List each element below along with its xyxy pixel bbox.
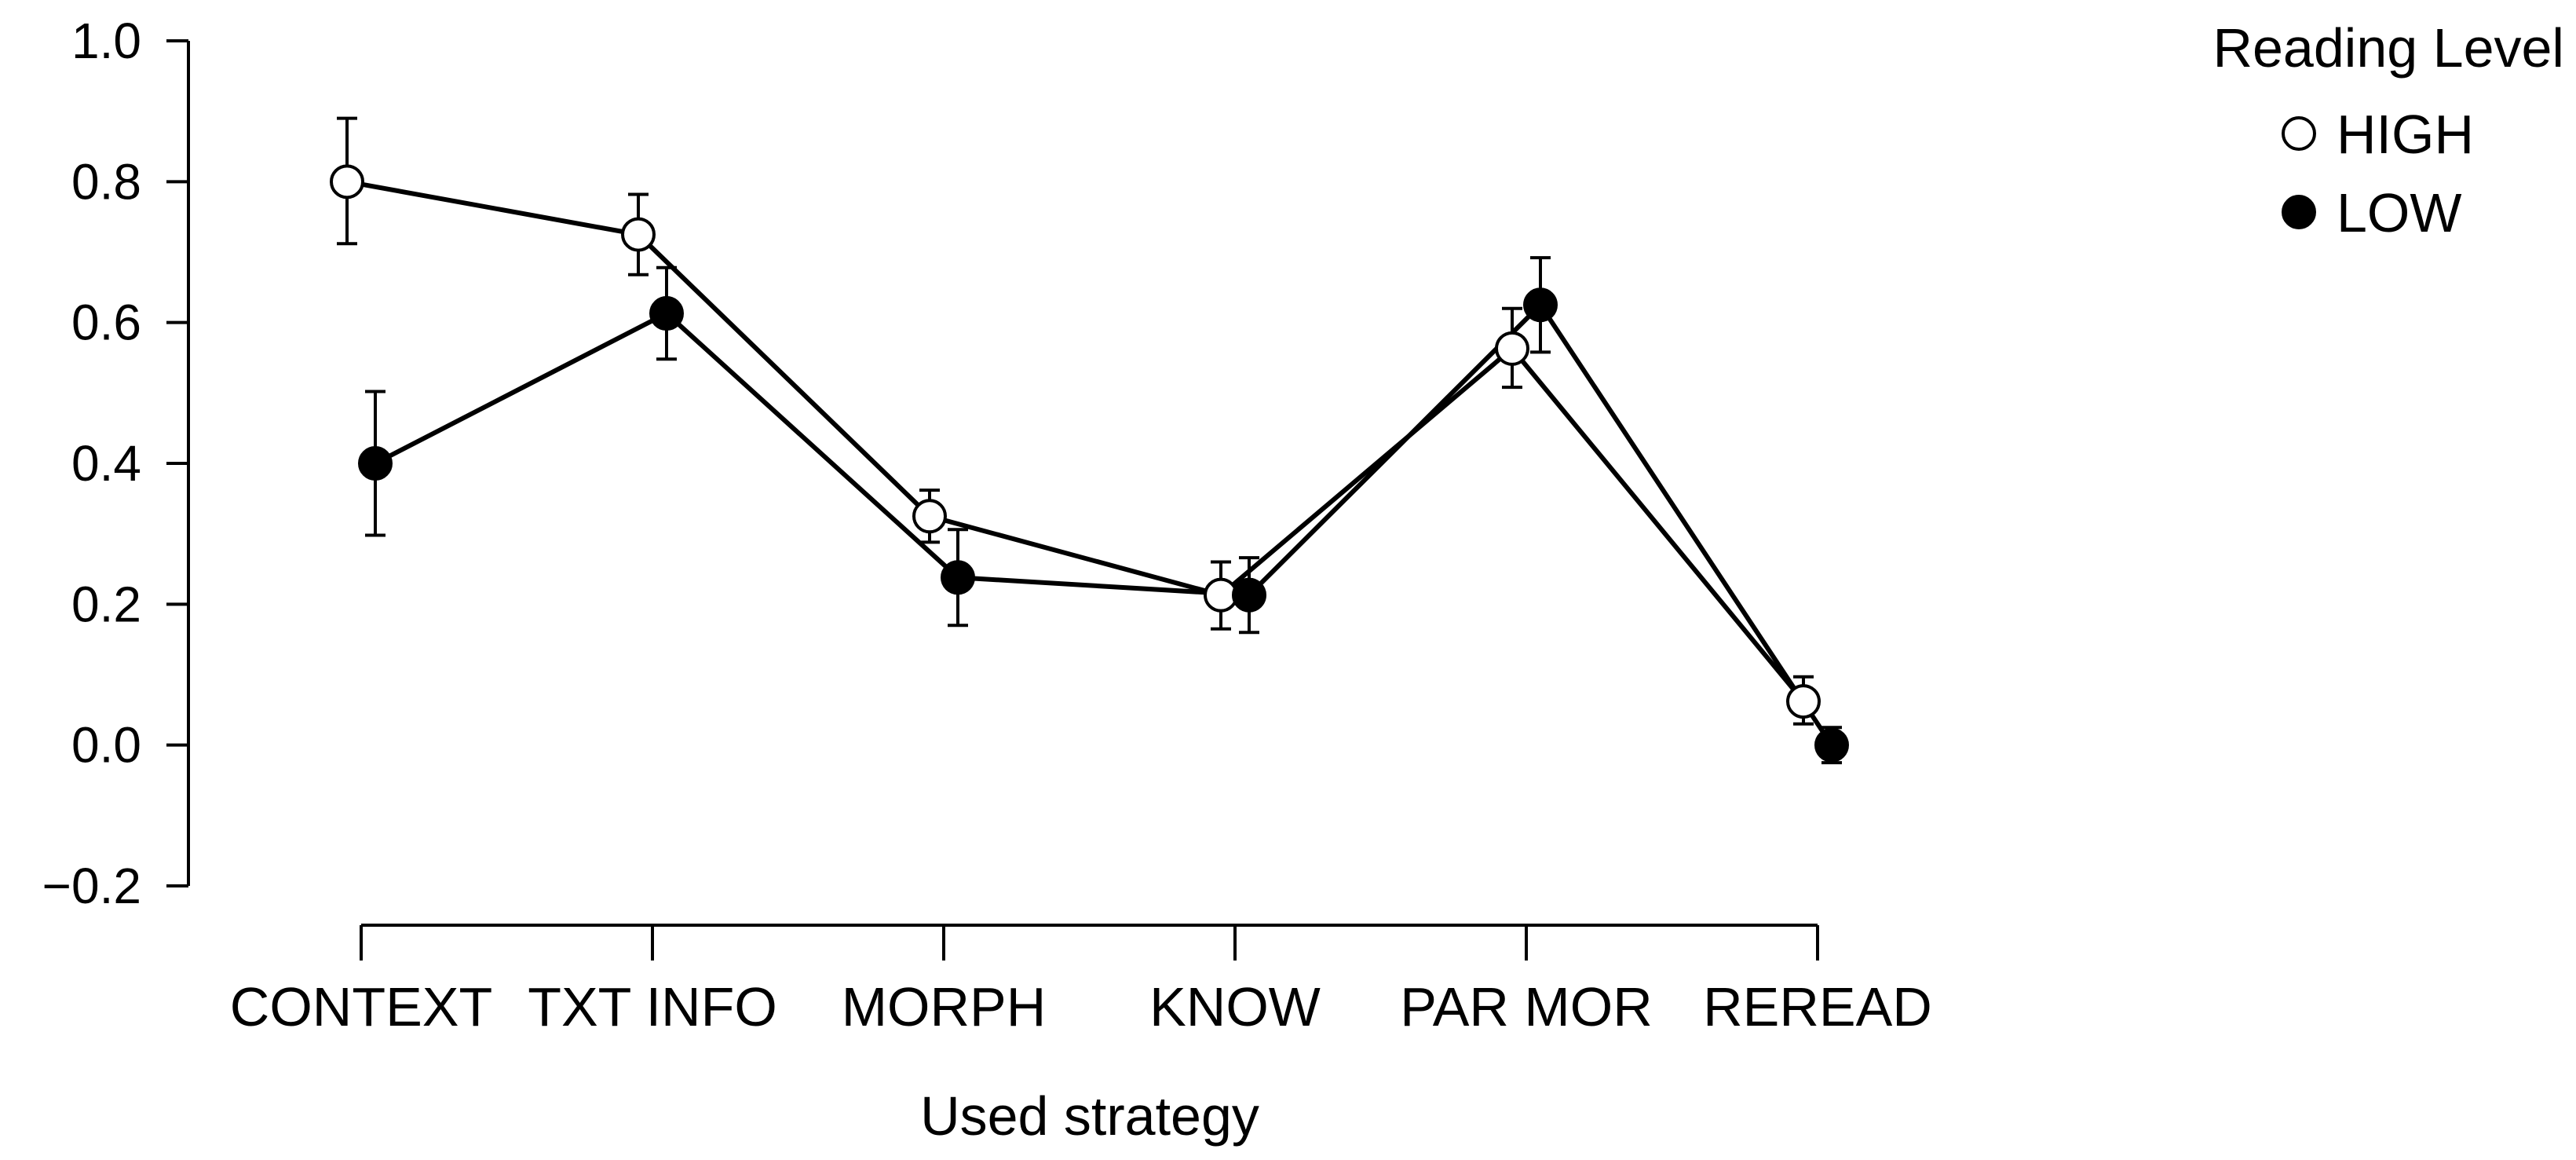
legend-label-high: HIGH	[2337, 104, 2474, 165]
x-tick-label: CONTEXT	[230, 976, 492, 1037]
plot-area	[330, 116, 1849, 765]
series-line-high	[346, 179, 1806, 703]
legend-title: Reading Level	[2212, 17, 2564, 79]
series-line-low	[374, 301, 1834, 747]
x-tick-label: KNOW	[1149, 976, 1321, 1037]
data-point-low	[649, 296, 684, 331]
y-tick-label: 1.0	[71, 13, 141, 69]
data-point-low	[1814, 727, 1849, 763]
data-point-low	[1523, 287, 1558, 323]
y-tick-label: 0.0	[71, 717, 141, 774]
x-tick-label: TXT INFO	[528, 976, 777, 1037]
y-tick-label: 0.2	[71, 576, 141, 632]
data-point-low	[941, 560, 975, 595]
data-point-high	[912, 499, 947, 534]
data-point-high	[330, 164, 364, 199]
x-tick-label: MORPH	[842, 976, 1047, 1037]
legend-label-low: LOW	[2337, 182, 2461, 243]
y-tick-label: −0.2	[42, 858, 141, 914]
y-axis: −0.2 0.0 0.2 0.4 0.6 0.8 1.0	[42, 13, 190, 914]
data-point-low	[1232, 577, 1266, 613]
y-tick-label: 0.4	[71, 435, 141, 492]
x-axis-title: Used strategy	[920, 1085, 1259, 1147]
x-axis: CONTEXT TXT INFO MORPH KNOW PAR MOR REREAD	[230, 924, 1932, 1037]
y-tick-label: 0.8	[71, 153, 141, 210]
x-tick-label: REREAD	[1703, 976, 1932, 1037]
legend-marker-high	[2282, 116, 2316, 151]
data-point-high	[1495, 331, 1529, 366]
data-point-high	[1786, 684, 1821, 719]
x-tick-label: PAR MOR	[1400, 976, 1653, 1037]
y-tick-label: 0.6	[71, 295, 141, 351]
data-point-high	[621, 217, 656, 252]
legend-marker-low	[2282, 195, 2316, 229]
legend: Reading Level HIGH LOW	[2212, 17, 2564, 243]
data-point-low	[358, 446, 393, 481]
